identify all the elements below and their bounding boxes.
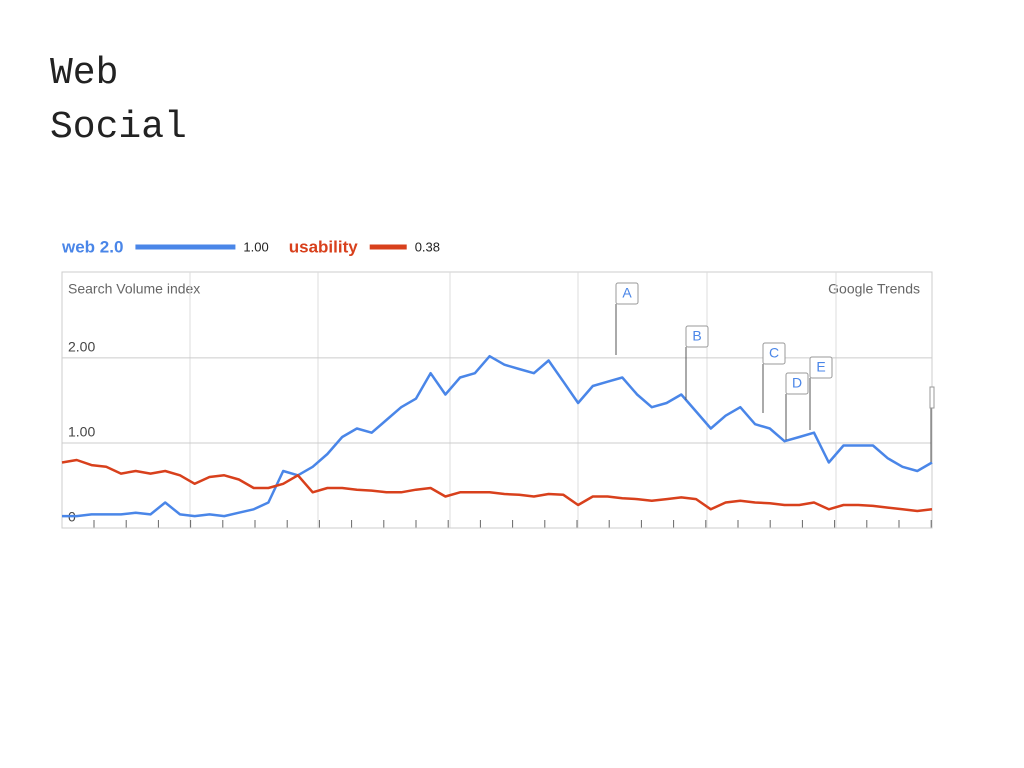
annotation-flag [785, 372, 809, 395]
source-label: Google Trends [828, 281, 920, 297]
annotation-label: B [692, 328, 701, 344]
series-line [62, 354, 933, 518]
y-tick-label: 1.00 [68, 424, 95, 440]
annotation-label: A [622, 285, 632, 301]
legend-label: web 2.0 [61, 237, 123, 256]
plot-frame [61, 271, 933, 529]
annotation-flag [762, 342, 786, 365]
heading-line: Web [50, 52, 119, 95]
annotation-label: C [769, 345, 779, 361]
axis-label: Search Volume index [68, 281, 200, 297]
annotation-flag [685, 325, 709, 348]
series-line [61, 458, 933, 513]
legend-label: usability [289, 237, 359, 256]
annotation-flag [615, 282, 639, 305]
legend-value: 1.00 [243, 239, 268, 254]
y-tick-label: 2.00 [68, 339, 95, 355]
legend-value: 0.38 [415, 239, 440, 254]
heading-line: Social [50, 106, 187, 149]
annotation-flag [929, 386, 935, 409]
annotation-flag [809, 356, 833, 379]
annotation-label: E [816, 359, 825, 375]
annotation-label: D [792, 375, 802, 391]
